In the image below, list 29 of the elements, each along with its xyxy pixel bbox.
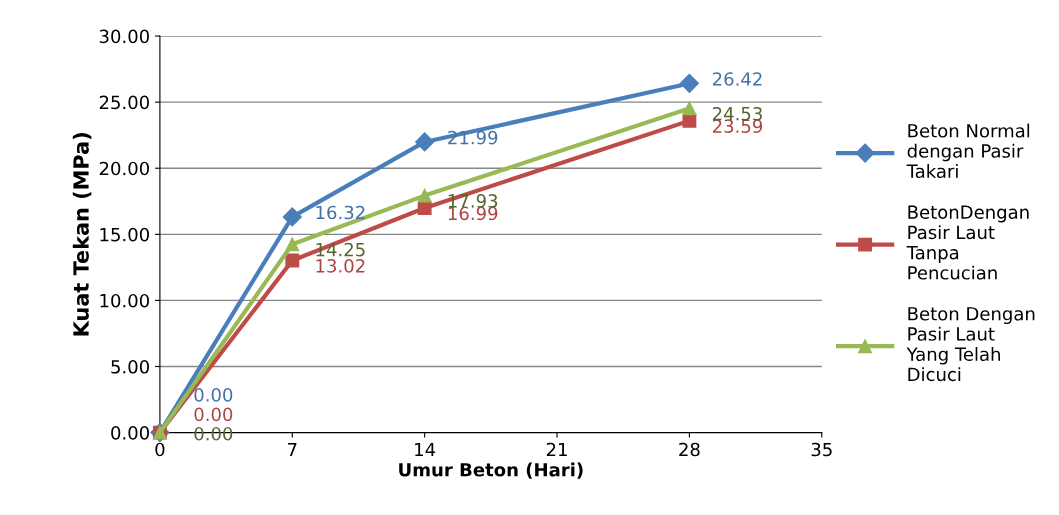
x-tick-label: 35 <box>811 442 832 457</box>
y-tick-label: 5.00 <box>111 359 149 374</box>
data-label: 26.42 <box>712 72 762 86</box>
data-label: 13.02 <box>316 259 365 273</box>
y-tick-label: 30.00 <box>99 29 149 44</box>
y-tick-label: 25.00 <box>99 95 149 110</box>
data-label: 24.53 <box>712 106 762 121</box>
y-tick-label: 10.00 <box>100 293 149 308</box>
data-label: 14.25 <box>316 242 365 257</box>
x-tick-label: 0 <box>155 442 165 457</box>
data-label: 16.99 <box>448 206 498 221</box>
data-label: 0.00 <box>194 407 233 422</box>
y-axis-title: Kuat Tekan (MPa) <box>72 133 92 336</box>
data-label: 17.93 <box>448 194 498 208</box>
y-tick-label: 20.00 <box>99 161 149 176</box>
x-tick-label: 21 <box>546 442 567 457</box>
data-label: 0.00 <box>194 388 233 402</box>
data-label: 16.32 <box>316 205 365 220</box>
legend-label: Beton Normal dengan Pasir Takari <box>906 123 1030 179</box>
legend-label: BetonDengan Pasir Laut Tanpa Pencucian <box>906 205 1029 280</box>
data-label: 23.59 <box>712 119 763 133</box>
x-tick-label: 14 <box>415 442 436 457</box>
y-tick-label: 0.00 <box>111 426 149 440</box>
y-tick-label: 15.00 <box>100 227 149 242</box>
x-axis-title: Umur Beton (Hari) <box>399 462 583 479</box>
data-label: 21.99 <box>448 130 498 145</box>
legend-label: Beton Dengan Pasir Laut Yang Telah Dicuci <box>906 307 1035 382</box>
x-tick-label: 7 <box>288 442 297 457</box>
x-tick-label: 28 <box>679 442 700 457</box>
